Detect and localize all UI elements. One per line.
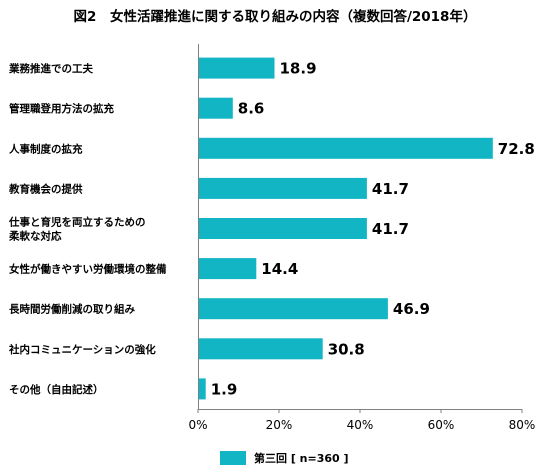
category-label-7: 社内コミュニケーションの強化 bbox=[8, 343, 156, 356]
data-label-7: 30.8 bbox=[328, 340, 365, 358]
bar-5 bbox=[198, 258, 257, 280]
data-label-2: 72.8 bbox=[498, 140, 535, 158]
data-label-6: 46.9 bbox=[393, 300, 430, 318]
x-tick-label-0: 0% bbox=[188, 418, 207, 432]
bar-4 bbox=[198, 218, 367, 239]
bar-2 bbox=[198, 137, 493, 159]
category-label-2: 人事制度の拡充 bbox=[9, 142, 83, 155]
category-label-6: 長時間労働削減の取り組み bbox=[9, 303, 135, 316]
bar-6 bbox=[198, 298, 388, 320]
x-tick-label-4: 80% bbox=[509, 418, 536, 432]
bar-0 bbox=[198, 57, 275, 79]
x-axis: 0% 20% 40% 60% 80% bbox=[188, 44, 535, 432]
chart-title: 図2 女性活躍推進に関する取り組みの内容（複数回答/2018年） bbox=[74, 8, 477, 25]
data-label-1: 8.6 bbox=[238, 100, 265, 118]
data-label-5: 14.4 bbox=[261, 260, 298, 278]
x-tick-label-3: 60% bbox=[428, 418, 455, 432]
x-tick-label-2: 40% bbox=[347, 418, 374, 432]
data-label-3: 41.7 bbox=[372, 180, 409, 198]
x-tick-label-1: 20% bbox=[266, 418, 293, 432]
category-label-3: 教育機会の提供 bbox=[8, 182, 83, 195]
legend-swatch bbox=[220, 451, 246, 465]
bar-1 bbox=[198, 97, 233, 119]
bar-8 bbox=[198, 378, 206, 400]
data-label-0: 18.9 bbox=[280, 60, 317, 78]
category-label-8: その他（自由記述） bbox=[9, 383, 104, 396]
category-label-5: 女性が働きやすい労働環境の整備 bbox=[9, 263, 167, 276]
legend-label: 第三回 [ n=360 ] bbox=[254, 451, 349, 465]
category-label-4: 仕事と育児を両立するための柔軟な対応 bbox=[8, 216, 146, 243]
category-label-0: 業務推進での工夫 bbox=[8, 62, 93, 75]
bars-layer: 18.9 8.6 72.8 41.7 41.7 14.4 46.9 30.8 1.9 bbox=[198, 57, 535, 400]
bar-3 bbox=[198, 177, 367, 199]
data-label-4: 41.7 bbox=[372, 220, 409, 238]
category-label-1: 管理職登用方法の拡充 bbox=[9, 102, 114, 115]
category-labels: 業務推進での工夫管理職登用方法の拡充人事制度の拡充教育機会の提供仕事と育児を両立… bbox=[8, 62, 167, 396]
data-label-8: 1.9 bbox=[211, 380, 238, 398]
bar-7 bbox=[198, 338, 323, 360]
legend: 第三回 [ n=360 ] bbox=[220, 451, 349, 465]
